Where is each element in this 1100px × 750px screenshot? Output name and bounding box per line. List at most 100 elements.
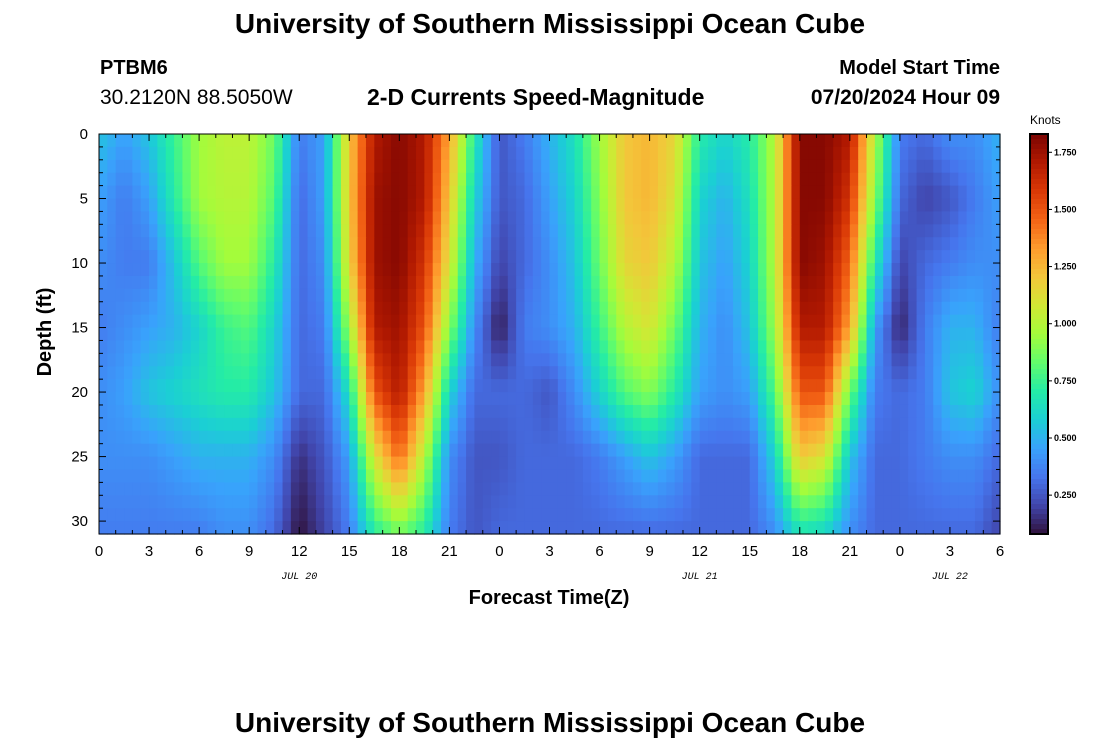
heatmap-cell [315, 185, 325, 200]
heatmap-cell [899, 159, 909, 174]
heatmap-cell [933, 185, 943, 200]
heatmap-cell [215, 134, 225, 148]
heatmap-cell [390, 508, 400, 522]
heatmap-cell [783, 185, 793, 200]
heatmap-cell [649, 521, 659, 535]
heatmap-cell [374, 237, 384, 251]
heatmap-cell [699, 198, 709, 213]
heatmap-cell [716, 456, 726, 471]
heatmap-cell [499, 482, 509, 496]
heatmap-cell [941, 340, 951, 354]
heatmap-cell [399, 314, 409, 329]
heatmap-cell [224, 443, 234, 458]
heatmap-cell [449, 521, 459, 535]
heatmap-cell [557, 159, 567, 174]
heatmap-cell [332, 508, 342, 522]
heatmap-cell [390, 327, 400, 342]
heatmap-cell [365, 353, 375, 367]
colorbar-segment [1030, 394, 1048, 400]
heatmap-cell [966, 224, 976, 238]
colorbar-segment [1030, 499, 1048, 505]
heatmap-cell [949, 159, 959, 174]
heatmap-cell [199, 521, 209, 535]
heatmap-cell [382, 366, 392, 380]
heatmap-cell [682, 521, 692, 535]
heatmap-cell [157, 379, 167, 393]
heatmap-cell [199, 482, 209, 496]
heatmap-cell [983, 263, 993, 277]
heatmap-cell [599, 521, 609, 535]
heatmap-cell [507, 430, 517, 445]
heatmap-cell [799, 146, 809, 161]
heatmap-cell [833, 521, 843, 535]
colorbar-segment [1030, 474, 1048, 480]
heatmap-cell [574, 250, 584, 264]
heatmap-cell [307, 327, 317, 342]
heatmap-cell [974, 159, 984, 174]
colorbar-segment [1030, 424, 1048, 430]
heatmap-cell [240, 353, 250, 367]
heatmap-cell [541, 392, 551, 406]
heatmap-cell [407, 224, 417, 238]
heatmap-cell [165, 263, 175, 277]
heatmap-cell [682, 327, 692, 342]
heatmap-cell [724, 146, 734, 161]
heatmap-cell [315, 404, 325, 419]
heatmap-cell [566, 353, 576, 367]
heatmap-cell [866, 521, 876, 535]
date-label: JUL 20 [281, 572, 317, 583]
heatmap-cell [632, 495, 642, 509]
heatmap-cell [149, 224, 158, 238]
heatmap-cell [566, 430, 576, 445]
heatmap-cell [532, 172, 542, 187]
heatmap-cell [491, 198, 501, 213]
heatmap-cell [249, 521, 259, 535]
heatmap-cell [224, 211, 234, 225]
heatmap-cell [849, 146, 859, 161]
heatmap-cell [524, 508, 534, 522]
heatmap-cell [282, 469, 292, 483]
heatmap-cell [416, 185, 425, 200]
heatmap-cell [516, 443, 526, 458]
heatmap-cell [299, 134, 309, 148]
heatmap-cell [549, 430, 559, 445]
heatmap-cell [140, 495, 150, 509]
heatmap-cell [524, 211, 534, 225]
heatmap-cell [699, 353, 709, 367]
heatmap-cell [908, 392, 918, 406]
heatmap-cell [833, 211, 843, 225]
heatmap-cell [824, 482, 834, 496]
heatmap-cell [908, 430, 918, 445]
heatmap-cell [607, 495, 617, 509]
heatmap-cell [240, 198, 250, 213]
heatmap-cell [974, 417, 984, 432]
heatmap-cell [541, 211, 551, 225]
heatmap-cell [115, 430, 125, 445]
heatmap-cell [340, 263, 350, 277]
heatmap-cell [933, 404, 943, 419]
heatmap-cell [624, 263, 634, 277]
heatmap-cell [933, 211, 943, 225]
heatmap-cell [607, 327, 617, 342]
heatmap-cell [407, 495, 417, 509]
heatmap-cell [224, 172, 234, 187]
heatmap-cell [199, 185, 209, 200]
heatmap-cell [215, 495, 225, 509]
heatmap-cell [891, 198, 901, 213]
heatmap-cell [716, 340, 726, 354]
heatmap-cell [924, 353, 934, 367]
heatmap-cell [324, 340, 334, 354]
heatmap-cell [424, 353, 434, 367]
heatmap-cell [574, 392, 584, 406]
heatmap-cell [424, 263, 434, 277]
heatmap-cell [499, 198, 509, 213]
heatmap-cell [115, 353, 125, 367]
heatmap-cell [299, 353, 309, 367]
x-tick-label: 12 [291, 543, 308, 560]
heatmap-cell [340, 417, 350, 432]
heatmap-cell [399, 224, 409, 238]
heatmap-cell [149, 404, 158, 419]
heatmap-cell [499, 224, 509, 238]
heatmap-cell [616, 263, 626, 277]
heatmap-cell [466, 495, 476, 509]
